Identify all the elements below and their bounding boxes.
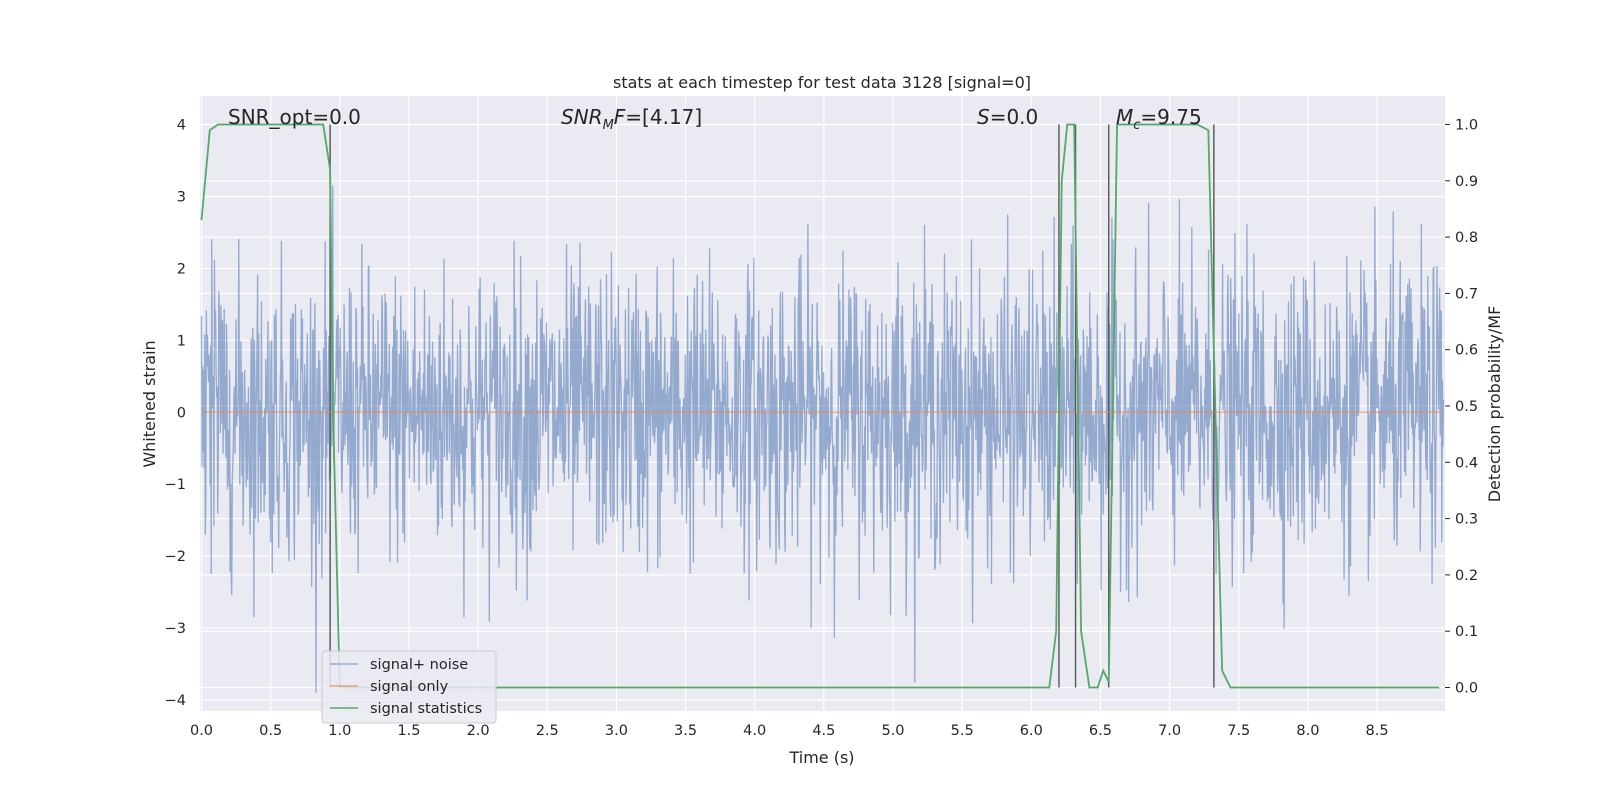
y2-tick-label: 0.2 (1455, 568, 1478, 584)
x-tick-label: 1.0 (328, 723, 351, 739)
y2-tick-label: 0.4 (1455, 455, 1478, 471)
y2-tick-label: 0.6 (1455, 343, 1478, 359)
mc-base: M (1116, 105, 1133, 129)
y2-tick-label: 0.7 (1455, 286, 1478, 302)
x-tick-label: 3.0 (605, 723, 628, 739)
x-tick-label: 4.0 (743, 723, 766, 739)
x-tick-label: 2.5 (536, 723, 559, 739)
y-axis-label: Whitened strain (140, 340, 159, 467)
signal-statistics-series (200, 123, 1440, 689)
chart-title: stats at each timestep for test data 312… (613, 73, 1031, 92)
signal-statistics-line (200, 123, 1440, 689)
x-tick-label: 7.5 (1227, 723, 1250, 739)
y2-axis-label: Detection probability/MF (1485, 306, 1504, 503)
x-tick-label: 6.0 (1020, 723, 1043, 739)
s-base: S (977, 105, 990, 129)
annotation-snr-mf: SNRMF=[4.17] (561, 105, 702, 133)
annotation-s: S=0.0 (977, 105, 1038, 129)
x-tick-label: 1.5 (397, 723, 420, 739)
x-tick-label: 0.0 (190, 723, 213, 739)
legend-label-signal-only: signal only (370, 679, 449, 695)
x-tick-label: 8.5 (1366, 723, 1389, 739)
x-tick-label: 0.5 (259, 723, 282, 739)
snr-mf-value: =[4.17] (625, 105, 702, 129)
x-tick-label: 8.0 (1296, 723, 1319, 739)
y2-tick-label: 0.5 (1455, 399, 1478, 415)
noise-trace (200, 185, 1445, 693)
x-tick-label: 5.0 (881, 723, 904, 739)
x-tick-label: 2.0 (467, 723, 490, 739)
mc-value: =9.75 (1140, 105, 1201, 129)
y2-tick-label: 0.8 (1455, 230, 1478, 246)
y2-tick-label: 0.3 (1455, 512, 1478, 528)
x-tick-label: 5.5 (951, 723, 974, 739)
y2-tick-label: 1.0 (1455, 118, 1478, 134)
s-value: =0.0 (990, 105, 1039, 129)
mc-sub: c (1133, 118, 1140, 133)
y-tick-label: −3 (165, 621, 186, 637)
signal-noise-series (200, 185, 1445, 693)
y-tick-label: −1 (165, 477, 186, 493)
x-tick-label: 6.5 (1089, 723, 1112, 739)
x-tick-label: 4.5 (812, 723, 835, 739)
snr-mf-base: SNR (561, 105, 603, 129)
x-axis-label: Time (s) (788, 748, 854, 767)
y-tick-label: 2 (177, 262, 186, 278)
y-tick-label: 3 (177, 190, 186, 206)
snr-mf-sub: M (603, 118, 614, 133)
y-tick-label: −2 (165, 549, 186, 565)
y2-tick-labels: 1.0 0.9 0.8 0.7 0.6 0.5 0.4 0.3 0.2 0.1 0.0 (1445, 118, 1478, 697)
snr-mf-mid: F (614, 105, 626, 129)
y-tick-labels: 4 3 2 1 0 −1 −2 −3 −4 (165, 118, 186, 709)
legend-label-stats: signal statistics (370, 701, 482, 717)
y-tick-label: −4 (165, 693, 186, 709)
annotation-snr-opt: SNR_opt=0.0 (228, 105, 361, 129)
x-tick-label: 7.0 (1158, 723, 1181, 739)
y2-tick-label: 0.0 (1455, 681, 1478, 697)
y2-tick-label: 0.9 (1455, 174, 1478, 190)
legend-box (321, 650, 497, 724)
legend-label-noise: signal+ noise (370, 657, 468, 673)
y-tick-label: 4 (177, 118, 186, 134)
x-tick-label: 3.5 (674, 723, 697, 739)
y2-tick-label: 0.1 (1455, 624, 1478, 640)
y-tick-label: 0 (177, 405, 186, 421)
x-tick-labels: 0.0 0.5 1.0 1.5 2.0 2.5 3.0 3.5 4.0 4.5 5.0 5.5 6.0 6… (190, 723, 1389, 739)
y-tick-label: 1 (177, 333, 186, 349)
annotation-mc: Mc=9.75 (1116, 105, 1202, 133)
legend: signal+ noise signal only signal statist… (321, 650, 497, 724)
